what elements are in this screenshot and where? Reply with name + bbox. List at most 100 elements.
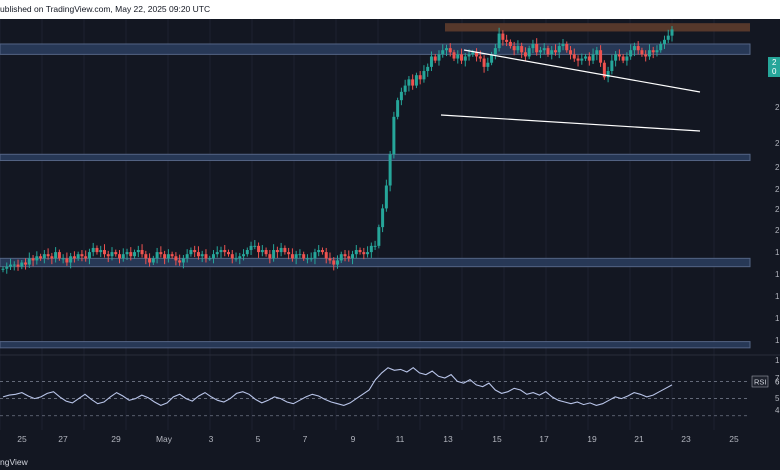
candle-body <box>662 39 666 44</box>
candle-body <box>39 256 43 259</box>
candle-body <box>72 256 76 259</box>
candle-body <box>305 258 309 260</box>
candle-body <box>655 50 659 53</box>
candle-body <box>599 50 603 63</box>
candle-body <box>546 48 550 55</box>
price-tick-label: 1 <box>775 336 780 345</box>
candle-body <box>557 46 561 53</box>
candle-body <box>50 256 54 259</box>
price-tick-label: 1 <box>775 356 780 365</box>
candles <box>1 26 674 274</box>
candle-body <box>531 43 535 49</box>
candle-body <box>140 250 144 255</box>
candle-body <box>625 56 629 61</box>
support-zone-mid-support <box>0 153 751 162</box>
candle-body <box>644 54 648 57</box>
candle-body <box>460 54 464 61</box>
candle-body <box>313 252 317 259</box>
candle-body <box>106 254 110 257</box>
price-tick-label: 2 <box>775 163 780 172</box>
candle-body <box>121 254 125 259</box>
x-tick-label: 9 <box>351 434 356 444</box>
candle-body <box>279 247 283 253</box>
candle-body <box>388 154 392 186</box>
x-tick-label: 17 <box>539 434 549 444</box>
candle-body <box>475 52 479 57</box>
candle-body <box>565 43 569 51</box>
candle-body <box>275 250 279 253</box>
x-tick-label: 5 <box>256 434 261 444</box>
candle-body <box>595 50 599 55</box>
x-tick-label: 21 <box>634 434 644 444</box>
candle-body <box>354 250 358 255</box>
candle-body <box>125 252 129 255</box>
candle-body <box>448 48 452 53</box>
x-tick-label: 13 <box>443 434 453 444</box>
candle-body <box>309 258 313 260</box>
candle-body <box>114 252 118 255</box>
price-tick-label: 1 <box>775 292 780 301</box>
candle-body <box>508 41 512 47</box>
candle-body <box>339 254 343 261</box>
candle-body <box>632 46 636 51</box>
candle-body <box>320 250 324 253</box>
candle-body <box>441 50 445 55</box>
candle-body <box>381 208 385 228</box>
candle-body <box>317 250 321 253</box>
candle-body <box>553 50 557 53</box>
price-tick-label: 1 <box>775 314 780 323</box>
price-tick-label: 2 <box>775 139 780 148</box>
grid-lines <box>0 19 715 430</box>
candle-body <box>444 48 448 51</box>
price-tick-label: 1 <box>775 248 780 257</box>
candle-body <box>366 252 370 255</box>
candle-body <box>1 268 5 270</box>
candle-body <box>324 252 328 259</box>
price-tick-label: 2 <box>775 103 780 112</box>
candle-body <box>651 50 655 53</box>
support-zone-upper-support <box>0 43 751 55</box>
candle-body <box>629 50 633 57</box>
candle-body <box>283 247 287 253</box>
candle-body <box>433 56 437 61</box>
candle-body <box>369 245 373 253</box>
candle-body <box>148 258 152 263</box>
candle-body <box>362 252 366 255</box>
candle-body <box>482 58 486 67</box>
support-zone-bottom-support <box>0 341 751 349</box>
candle-body <box>606 71 610 78</box>
candle-body <box>234 258 238 260</box>
x-tick-label: 25 <box>729 434 739 444</box>
candle-body <box>471 52 475 55</box>
candle-body <box>328 258 332 261</box>
price-tick-label: 2 <box>775 205 780 214</box>
candle-body <box>223 250 227 253</box>
candle-body <box>501 33 505 40</box>
candle-body <box>538 50 542 53</box>
candle-body <box>69 256 73 263</box>
candle-body <box>35 256 39 261</box>
candle-body <box>118 254 122 259</box>
x-tick-label: 19 <box>587 434 597 444</box>
candle-body <box>396 100 400 117</box>
candle-body <box>351 254 355 259</box>
candle-body <box>576 58 580 61</box>
rsi-label: RSI <box>754 378 767 387</box>
candle-body <box>253 245 257 247</box>
x-tick-label: 11 <box>396 434 405 444</box>
price-tag-text: 0 <box>772 67 777 76</box>
candle-body <box>493 48 497 55</box>
rsi-value-tag: 6 <box>775 378 780 387</box>
price-tick-label: 2 <box>775 226 780 235</box>
candle-body <box>287 252 291 255</box>
candle-body <box>155 252 159 259</box>
x-tick-label: 23 <box>681 434 691 444</box>
candle-body <box>426 66 430 72</box>
candle-body <box>584 56 588 59</box>
x-tick-label: 25 <box>17 434 27 444</box>
candle-body <box>407 79 411 86</box>
x-tick-label: 27 <box>58 434 68 444</box>
candle-body <box>31 258 35 261</box>
candle-body <box>230 254 234 259</box>
